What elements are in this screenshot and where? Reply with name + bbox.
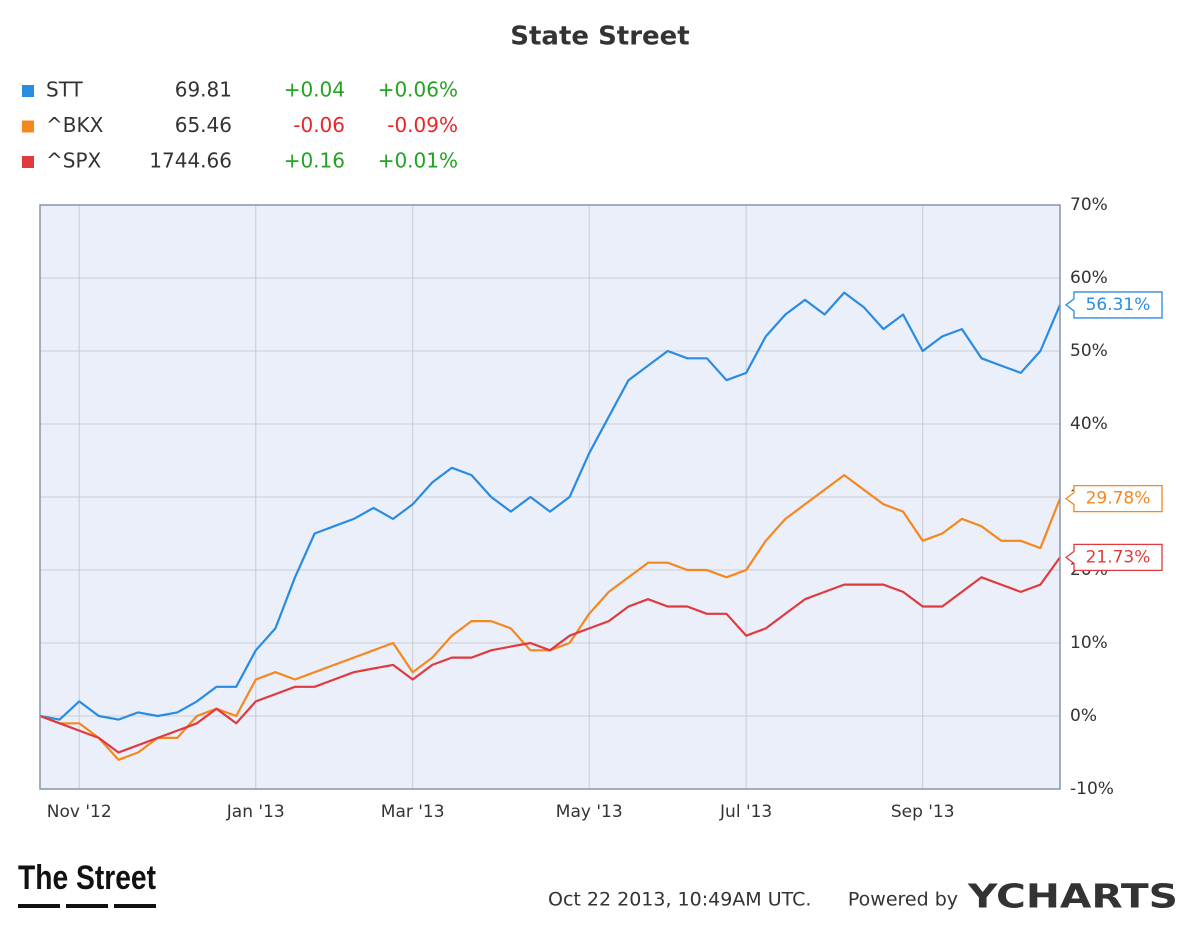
x-tick-label: Mar '13 [381,802,445,822]
legend-change: +0.16 [284,149,345,173]
value-label: 21.73% [1086,547,1151,567]
logo-bar [18,904,60,908]
x-tick-label: Jul '13 [719,802,772,822]
x-tick-label: Sep '13 [891,802,955,822]
legend-change: +0.04 [284,78,345,102]
value-label: 56.31% [1086,295,1151,315]
y-tick-label: -10% [1070,779,1114,799]
plot-border [39,204,1061,790]
legend-quote: 1744.66 [149,149,232,173]
y-tick-label: 50% [1070,341,1108,361]
value-label-box [1064,543,1163,572]
value-label-box [1064,484,1163,513]
legend-name: ^SPX [46,149,102,173]
x-tick-label: Jan '13 [226,802,285,822]
chart-title: State Street [510,22,690,52]
legend-change-pct: +0.01% [378,149,458,173]
legend-swatch [22,85,34,97]
y-tick-label: 70% [1070,195,1108,215]
powered-by: Powered by [848,889,958,911]
series-line [39,556,1061,754]
legend-name: STT [46,78,84,102]
y-tick-label: 10% [1070,633,1108,653]
y-tick-label: 0% [1070,706,1097,726]
x-tick-label: Nov '12 [47,802,112,822]
legend-swatch [22,156,34,168]
brand: YCHARTS [967,877,1178,916]
legend-swatch [22,120,34,133]
value-label: 29.78% [1086,489,1151,509]
logo-bar [66,904,108,908]
logo-bar [114,904,156,908]
legend-change-pct: -0.09% [387,113,458,137]
series-line [39,291,1062,721]
legend-quote: 69.81 [175,78,232,102]
y-tick-label: 60% [1070,268,1108,288]
legend-change-pct: +0.06% [378,78,458,102]
x-tick-label: May '13 [556,802,623,822]
legend-name: ^BKX [46,113,104,137]
logo: The Street [18,859,156,897]
legend-quote: 65.46 [175,113,232,137]
y-tick-label: 40% [1070,414,1108,434]
legend-change: -0.06 [293,113,345,137]
value-label-box [1064,291,1163,319]
timestamp: Oct 22 2013, 10:49AM UTC. [548,889,811,911]
